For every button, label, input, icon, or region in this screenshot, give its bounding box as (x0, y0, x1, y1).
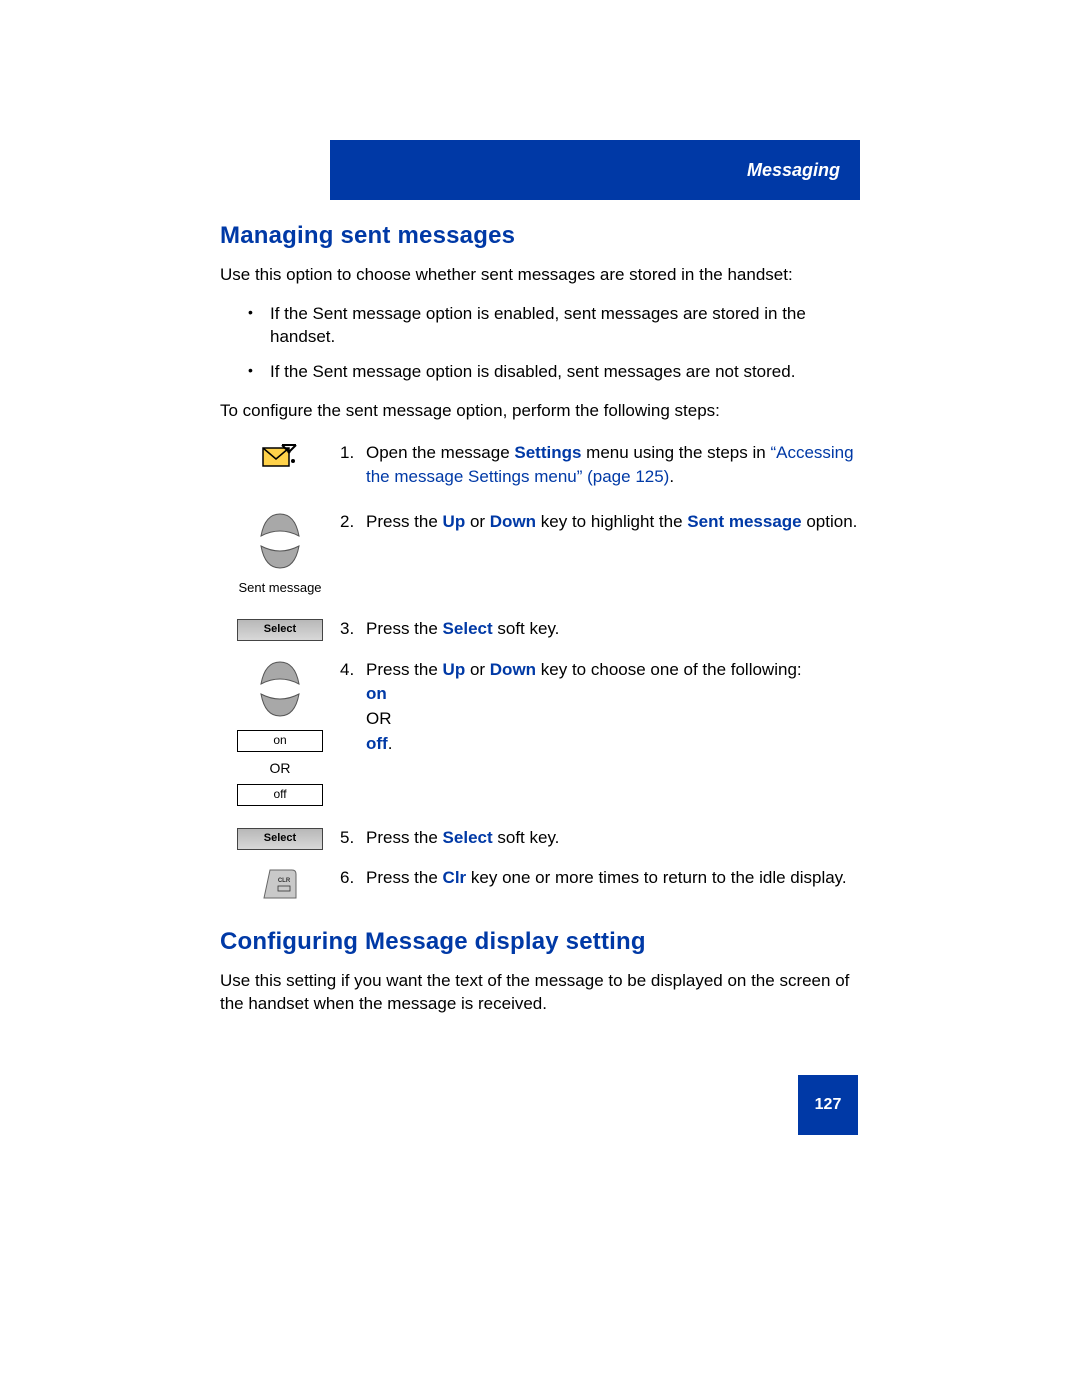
step-number: 2. (340, 510, 366, 535)
or-label: OR (270, 760, 291, 776)
page-content: Managing sent messages Use this option t… (220, 222, 860, 1032)
down-arrow-icon (259, 544, 301, 570)
page-number-badge: 127 (798, 1075, 858, 1135)
step-body: Press the Select soft key. (366, 617, 860, 642)
document-page: Messaging Managing sent messages Use thi… (0, 0, 1080, 1397)
bullet-list: If the Sent message option is enabled, s… (248, 303, 860, 384)
bullet-item: If the Sent message option is disabled, … (248, 361, 860, 384)
keyword-sent-message: Sent message (687, 512, 801, 531)
keyword-on: on (366, 684, 387, 703)
select-softkey-icon: Select (237, 619, 323, 641)
keyword-select: Select (443, 619, 493, 638)
step-text: 6. Press the Clr key one or more times t… (340, 866, 860, 891)
step-row: Sent message 2. Press the Up or Down key… (220, 510, 860, 595)
section-heading-1: Managing sent messages (220, 222, 860, 250)
keyword-select: Select (443, 828, 493, 847)
section2-paragraph: Use this setting if you want the text of… (220, 970, 860, 1016)
step-number: 6. (340, 866, 366, 891)
step-number: 4. (340, 658, 366, 757)
step-row: Select 3. Press the Select soft key. (220, 617, 860, 642)
step-row: on OR off 4. Press the Up or Down key to… (220, 658, 860, 806)
step-row: Select 5. Press the Select soft key. (220, 826, 860, 851)
step-text: 4. Press the Up or Down key to choose on… (340, 658, 860, 757)
step-icon-cell (220, 441, 340, 471)
step-number: 5. (340, 826, 366, 851)
settings-envelope-icon (262, 443, 298, 471)
step-number: 3. (340, 617, 366, 642)
step-number: 1. (340, 441, 366, 490)
step-text: 2. Press the Up or Down key to highlight… (340, 510, 860, 535)
step-icon-cell: Sent message (220, 510, 340, 595)
svg-text:CLR: CLR (278, 878, 291, 884)
step-row: 1. Open the message Settings menu using … (220, 441, 860, 490)
chapter-title: Messaging (747, 160, 840, 181)
step-icon-cell: Select (220, 617, 340, 641)
step-row: CLR 6. Press the Clr key one or more tim… (220, 866, 860, 900)
page-number: 127 (815, 1096, 842, 1114)
keyword-up: Up (443, 512, 466, 531)
bullet-item: If the Sent message option is enabled, s… (248, 303, 860, 349)
step-text: 1. Open the message Settings menu using … (340, 441, 860, 490)
lead-paragraph: To configure the sent message option, pe… (220, 400, 860, 423)
step-body: Open the message Settings menu using the… (366, 441, 860, 490)
step-body: Press the Up or Down key to highlight th… (366, 510, 860, 535)
step-text: 3. Press the Select soft key. (340, 617, 860, 642)
option-off-box: off (237, 784, 323, 806)
keyword-up: Up (443, 660, 466, 679)
chapter-header: Messaging (330, 140, 860, 200)
up-arrow-icon (259, 660, 301, 686)
step-body: Press the Select soft key. (366, 826, 860, 851)
nav-keys-icon: Sent message (238, 512, 321, 595)
keyword-clr: Clr (443, 868, 467, 887)
steps-list: 1. Open the message Settings menu using … (220, 441, 860, 901)
step-body: Press the Clr key one or more times to r… (366, 866, 860, 891)
clr-key-icon: CLR (262, 868, 298, 900)
or-text: OR (366, 709, 392, 728)
up-arrow-icon (259, 512, 301, 538)
option-on-box: on (237, 730, 323, 752)
step-text: 5. Press the Select soft key. (340, 826, 860, 851)
keyword-off: off (366, 734, 388, 753)
intro-paragraph: Use this option to choose whether sent m… (220, 264, 860, 287)
step-icon-cell: Select (220, 826, 340, 850)
step-icon-cell: CLR (220, 866, 340, 900)
keyword-down: Down (490, 512, 536, 531)
nav-keys-options-icon: on OR off (237, 660, 323, 806)
section-heading-2: Configuring Message display setting (220, 928, 860, 956)
step-icon-cell: on OR off (220, 658, 340, 806)
step-body: Press the Up or Down key to choose one o… (366, 658, 860, 757)
keyword-down: Down (490, 660, 536, 679)
select-softkey-icon: Select (237, 828, 323, 850)
nav-label: Sent message (238, 580, 321, 595)
down-arrow-icon (259, 692, 301, 718)
keyword-settings: Settings (514, 443, 581, 462)
